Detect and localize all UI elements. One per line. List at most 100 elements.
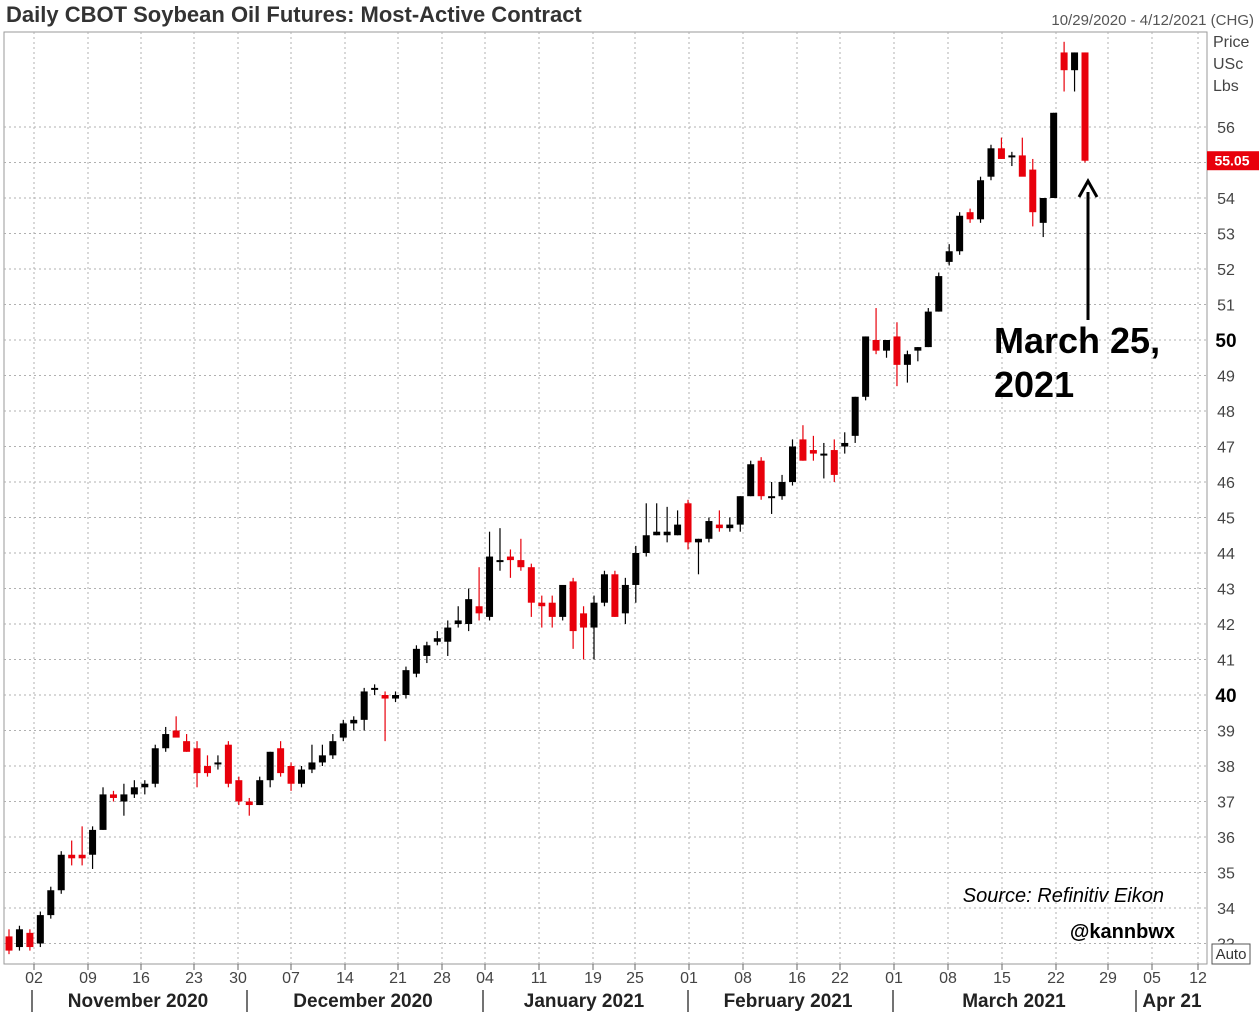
candle [47,886,55,919]
auto-scale-button[interactable] [1211,943,1251,965]
x-tick-label: 11 [531,970,548,987]
y-tick-label: 38 [1217,759,1235,776]
candle-body [1029,169,1037,213]
candle [987,144,995,181]
candle-body [36,915,44,944]
candle [956,212,964,255]
candle [1008,151,1016,167]
candle-body [224,744,232,784]
candle [423,641,431,664]
candle [120,783,128,816]
y-tick-label: 53 [1217,227,1235,244]
x-month-label: February 2021 [724,991,853,1012]
candles [5,41,1089,955]
candle [642,503,650,557]
candle [496,528,504,571]
candle-body [183,741,191,752]
candle [977,176,985,223]
candle-body [162,734,170,749]
candle-body [465,599,473,624]
candle-body [600,574,608,603]
candle-body [862,336,870,397]
candle [820,442,828,479]
candle [89,826,97,869]
x-tick-label: 22 [831,970,849,987]
candle-body [130,787,138,795]
source-credit: Source: Refinitiv Eikon [963,885,1164,907]
candle [203,755,211,777]
y-tick-label: 35 [1217,866,1235,883]
candle-body [799,439,807,461]
candle-body [339,723,347,738]
candle-body [548,602,556,617]
candle [653,503,661,536]
candle-body [945,251,953,262]
candle [475,567,483,621]
candle [15,925,23,951]
candle-body [120,794,128,802]
candle-body [371,687,379,690]
candle [433,631,441,646]
candle-body [705,521,713,539]
candle [381,691,389,742]
candle [162,726,170,752]
candle-body [621,584,629,614]
candle [580,606,588,660]
x-tick-label: 15 [993,970,1011,987]
candle-body [1008,155,1016,158]
candle-body [172,730,180,738]
y-unit-usc: USc [1213,56,1243,73]
candle [318,744,326,766]
candle-body [475,606,483,614]
candle [611,570,619,617]
candle [402,666,410,699]
candle [371,684,379,695]
annotation-arrow-head-icon [1077,177,1099,198]
y-tick-label: 51 [1217,298,1235,315]
x-tick-label: 04 [476,970,494,987]
candle-body [1060,52,1068,71]
candle [1029,158,1037,227]
candle-body [809,450,817,454]
candle-body [851,396,859,436]
candle-body [538,602,546,607]
candle [1039,198,1047,238]
candle [454,606,462,628]
candle-body [820,453,828,456]
candle [809,435,817,461]
candle-body [956,215,964,252]
candle-body [57,854,65,891]
candle-body [287,766,295,784]
candle-body [266,751,274,781]
chart-title: Daily CBOT Soybean Oil Futures: Most-Act… [6,2,582,27]
candle [851,396,859,443]
candle [569,577,577,649]
candle-body [841,442,849,447]
candle [841,432,849,454]
candle-body [778,482,786,497]
candle-body [872,340,880,351]
annotation: March 25, 2021 [994,177,1160,405]
candle-body [935,276,943,312]
x-tick-label: 01 [680,970,698,987]
candle [36,911,44,948]
candle [235,776,243,806]
x-tick-label: 29 [1099,970,1117,987]
candle-body [977,180,985,220]
candle [1071,52,1079,92]
x-tick-label: 07 [282,970,300,987]
candle-body [68,854,76,859]
candle [486,531,494,621]
y-tick-label: 39 [1217,724,1235,741]
candle-body [1039,198,1047,223]
candle [1060,41,1068,92]
x-tick-label: 30 [229,970,247,987]
y-tick-label: 46 [1217,475,1235,492]
candle [444,620,452,656]
y-tick-label: 41 [1217,653,1235,670]
x-month-label: Apr 21 [1142,991,1202,1012]
candle [172,716,180,738]
candle [694,538,702,575]
candle [329,734,337,759]
annotation-line-2: 2021 [994,364,1074,405]
